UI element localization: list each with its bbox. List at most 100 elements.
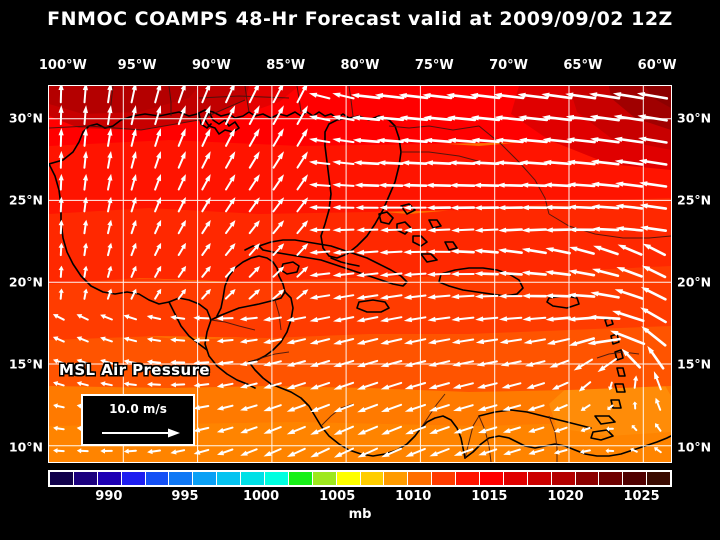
wind-vector-arrow [193, 337, 210, 343]
wind-vector-arrow [130, 128, 137, 147]
colorbar-segment [217, 472, 242, 485]
wind-vector-arrow [216, 338, 234, 344]
wind-vector-arrow [154, 128, 161, 147]
wind-vector-arrow [404, 338, 427, 345]
wind-vector-arrow [248, 174, 260, 191]
wind-vector-arrow [239, 360, 258, 367]
wind-vector-arrow [503, 448, 521, 456]
wind-vector-arrow [248, 86, 260, 104]
wind-vector-arrow [123, 381, 137, 387]
wind-vector-arrow [579, 449, 591, 455]
wind-vector-arrow [553, 404, 568, 411]
wind-vector-arrow [355, 205, 379, 211]
wind-vector-arrow [495, 160, 524, 166]
latitude-axis-left: 30°N 25°N 20°N 15°N 10°N [0, 0, 46, 540]
wind-vector-arrow [201, 105, 211, 126]
wind-vector-arrow [310, 403, 330, 413]
wind-vector-arrow [332, 227, 355, 233]
wind-vector-arrow [588, 314, 621, 320]
wind-vector-arrow [332, 272, 355, 278]
colorbar-segment [121, 472, 146, 485]
wind-vector-arrow [53, 381, 65, 387]
wind-vector-arrow [333, 316, 355, 323]
map-plot-area[interactable]: MSL Air Pressure 10.0 m/s [48, 85, 672, 463]
wind-vector-arrow [107, 105, 113, 126]
wind-vector-arrow [309, 249, 331, 255]
wind-vector-arrow [597, 358, 617, 373]
wind-vector-arrow [83, 288, 89, 300]
wind-vector-arrow [380, 360, 403, 368]
colorbar-tick-label: 1020 [547, 489, 584, 504]
wind-vector-arrow [240, 426, 258, 434]
wind-vector-arrow [447, 115, 477, 122]
wind-vector-arrow [286, 404, 306, 412]
wind-vector-arrow [333, 338, 355, 345]
wind-vector-arrow [170, 449, 186, 455]
wind-vector-arrow [239, 316, 258, 322]
wind-vector-arrow [493, 92, 525, 100]
wind-vector-arrow [589, 92, 621, 100]
wind-vector-arrow [475, 338, 499, 345]
wind-vector-arrow [589, 114, 621, 122]
wind-vector-arrow [100, 314, 113, 321]
wind-vector-arrow [473, 182, 500, 188]
wind-vector-arrow [53, 358, 65, 365]
wind-vector-arrow [296, 151, 308, 169]
wind-vector-arrow [593, 245, 619, 256]
wind-vector-arrow [130, 86, 137, 104]
wind-vector-arrow [100, 381, 113, 387]
wind-vector-arrow [353, 160, 380, 166]
wind-vector-arrow [403, 294, 427, 300]
wind-vector-arrow [567, 204, 596, 210]
wind-vector-arrow [424, 137, 452, 144]
wind-vector-arrow [272, 105, 284, 125]
wind-vector-arrow [478, 426, 498, 434]
colorbar[interactable] [48, 470, 672, 487]
wind-vector-arrow [528, 448, 545, 455]
wind-vector-arrow [272, 174, 284, 191]
wind-vector-arrow [216, 360, 234, 366]
wind-vector-arrow [286, 382, 306, 389]
wind-vector-arrow [404, 403, 426, 412]
wind-vector-arrow [380, 338, 403, 345]
wind-vector-arrow [123, 359, 137, 365]
wind-vector-arrow [378, 182, 404, 188]
lat-tick-label: 25°N [677, 192, 712, 208]
wind-vector-arrow [272, 151, 284, 169]
wind-vector-arrow [82, 105, 88, 126]
lat-tick-label: 30°N [677, 110, 712, 126]
wind-vector-arrow [130, 265, 137, 278]
wind-vector-arrow [107, 128, 113, 147]
wind-vector-arrow [616, 267, 643, 278]
lat-tick-label: 10°N [677, 439, 712, 455]
wind-vector-arrow [449, 182, 476, 188]
wind-vector-arrow [400, 137, 428, 144]
wind-vector-arrow [544, 204, 572, 211]
wind-vector-arrow [296, 86, 308, 104]
wind-vector-arrow [641, 326, 667, 347]
wind-vector-arrow [545, 270, 572, 277]
wind-vector-arrow [272, 128, 284, 147]
lat-tick-label: 15°N [677, 356, 712, 372]
wind-vector-arrow [177, 242, 186, 256]
wind-vector-arrow [82, 196, 89, 213]
wind-vector-arrow [100, 336, 113, 343]
vector-scale-arrow-icon [102, 428, 180, 438]
wind-vector-arrow [58, 128, 64, 147]
wind-vector-arrow [107, 173, 113, 191]
wind-vector-arrow [177, 105, 186, 126]
wind-vector-arrow [146, 359, 162, 365]
wind-vector-arrow [272, 243, 285, 256]
wind-vector-arrow [429, 448, 450, 457]
wind-vector-arrow [309, 137, 331, 144]
wind-vector-arrow [428, 360, 451, 367]
lon-tick-label: 90°W [191, 58, 231, 73]
wind-vector-arrow [177, 288, 187, 300]
wind-vector-arrow [216, 315, 234, 321]
wind-vector-arrow [427, 271, 451, 277]
wind-vector-arrow [193, 426, 210, 433]
wind-vector-arrow [357, 425, 379, 435]
wind-vector-arrow [568, 337, 596, 346]
wind-vector-arrow [351, 93, 381, 100]
wind-vector-arrow [170, 359, 186, 365]
